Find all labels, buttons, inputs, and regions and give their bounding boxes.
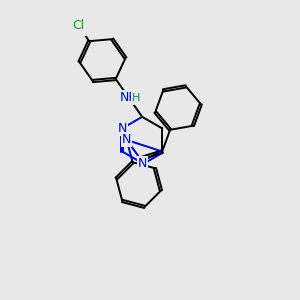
- Text: Cl: Cl: [72, 19, 84, 32]
- Text: NH: NH: [120, 92, 138, 104]
- Text: N: N: [137, 157, 147, 169]
- Text: N: N: [118, 122, 127, 135]
- Text: H: H: [132, 93, 140, 103]
- Text: N: N: [122, 134, 131, 146]
